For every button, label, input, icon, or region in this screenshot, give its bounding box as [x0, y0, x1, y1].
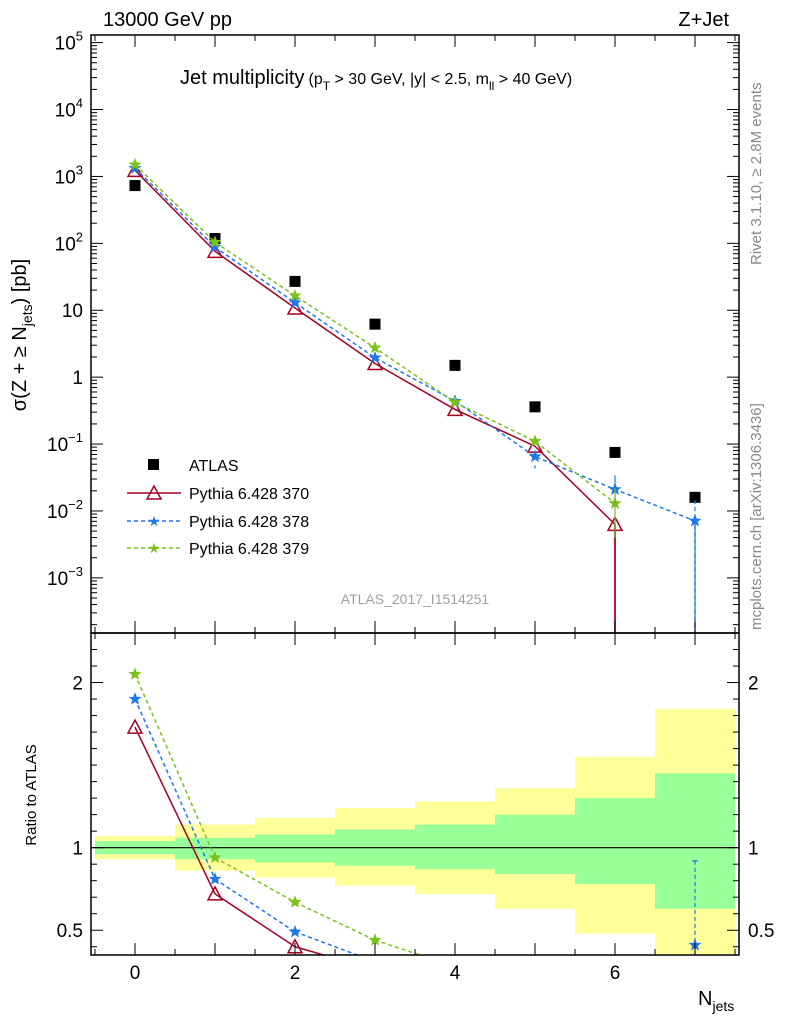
ratio-line-379 — [374, 939, 421, 956]
atlas-point — [129, 180, 141, 192]
ratio-line-379 — [214, 856, 296, 903]
legend-label-370: Pythia 6.428 370 — [189, 486, 309, 503]
atlas-point — [369, 318, 381, 330]
legend-marker-atlas — [148, 459, 159, 470]
ratio-line-370 — [214, 893, 296, 948]
point-370 — [446, 400, 464, 417]
xlabel-sub: jets — [711, 998, 734, 1014]
ratio-point-379 — [208, 850, 222, 864]
analysis-label: ATLAS_2017_I1514251 — [341, 591, 490, 607]
point-378 — [208, 240, 222, 253]
y-tick-label: 104 — [55, 96, 83, 122]
ratio-point-379 — [128, 667, 142, 680]
ratio-point-378 — [208, 872, 222, 885]
atlas-point — [449, 359, 461, 371]
ratio-y-tick-label: 0.5 — [57, 921, 83, 942]
y-tick-label: 10−1 — [47, 430, 83, 456]
x-tick-label: 0 — [130, 963, 141, 984]
ratio-line-370 — [134, 726, 216, 895]
band-inner — [655, 773, 735, 909]
atlas-point — [689, 491, 701, 503]
top-panel-series — [126, 157, 702, 633]
mcplots-label: mcplots.cern.ch [arXiv:1306.3436] — [748, 403, 765, 630]
ratio-line-379 — [294, 901, 376, 941]
rivet-label: Rivet 3.1.10, ≥ 2.8M events — [748, 83, 765, 266]
band-inner — [495, 814, 575, 875]
ratio-line-378 — [134, 698, 216, 880]
y-tick-label: 10 — [62, 301, 83, 322]
ratio-ylabel: Ratio to ATLAS — [23, 744, 40, 845]
band-inner — [255, 834, 335, 863]
band-inner — [415, 824, 495, 870]
ratio-point-378 — [288, 925, 302, 938]
title-pt-sub: T — [323, 79, 331, 93]
legend-label-378: Pythia 6.428 378 — [189, 514, 309, 531]
series-line-378 — [134, 167, 696, 633]
y-tick-label: 1 — [72, 368, 83, 389]
ratio-point-378 — [128, 692, 142, 705]
title-main: Jet multiplicity — [180, 67, 304, 89]
legend-label-atlas: ATLAS — [189, 458, 239, 475]
x-tick-label: 6 — [610, 963, 621, 984]
point-379 — [528, 434, 542, 447]
atlas-point — [289, 275, 301, 287]
legend-label-379: Pythia 6.428 379 — [189, 541, 309, 558]
point-370 — [366, 354, 384, 371]
ratio-line-379 — [134, 673, 216, 858]
ratio-series — [126, 667, 702, 956]
ratio-point-379 — [368, 933, 382, 946]
point-370 — [126, 161, 144, 178]
point-379 — [128, 157, 142, 171]
point-378 — [288, 295, 302, 309]
ratio-y-tick-label-right: 0.5 — [748, 921, 774, 942]
title-cut-b: > 30 GeV, |y| < 2.5, m — [330, 71, 489, 88]
header-right: Z+Jet — [678, 9, 729, 31]
atlas-point — [609, 446, 621, 458]
title-cut-a: (p — [308, 71, 322, 88]
top-ylabel-b: ) [pb] — [9, 259, 31, 305]
header-left: 13000 GeV pp — [103, 9, 232, 31]
legend: ATLAS Pythia 6.428 370 ★ Pythia 6.428 37… — [127, 458, 309, 558]
legend-marker-378: ★ — [148, 513, 161, 529]
legend-marker-379: ★ — [148, 540, 161, 556]
top-ylabel-sub: jets — [19, 304, 35, 327]
ratio-y-tick-label-right: 1 — [748, 839, 759, 860]
y-tick-label: 103 — [55, 162, 83, 188]
y-tick-label: 105 — [55, 29, 83, 55]
x-tick-label: 4 — [450, 963, 461, 984]
ratio-point-370 — [126, 718, 144, 734]
ratio-y-tick-label: 1 — [72, 839, 83, 860]
ratio-line-378 — [214, 878, 296, 933]
x-tick-label: 2 — [290, 963, 301, 984]
title-m-sub: ll — [489, 79, 494, 93]
y-tick-label: 10−2 — [47, 497, 83, 523]
ratio-bands — [91, 708, 739, 955]
ratio-y-tick-label-right: 2 — [748, 674, 759, 695]
band-inner — [575, 798, 655, 884]
series-line-370 — [134, 169, 616, 633]
point-379 — [208, 235, 222, 248]
xlabel-a: N — [698, 988, 712, 1010]
point-379 — [288, 288, 302, 302]
ratio-point-379 — [288, 895, 302, 908]
point-378 — [528, 449, 542, 463]
ratio-panel-axes: 2 2 1 1 0.5 0.5 0 2 4 6 — [57, 632, 774, 984]
point-379 — [368, 340, 382, 354]
xlabel: Njets — [698, 988, 734, 1014]
atlas-point — [529, 401, 541, 413]
top-ylabel-a: σ(Z + ≥ N — [9, 326, 31, 411]
point-379 — [448, 395, 462, 408]
ratio-y-tick-label: 2 — [72, 674, 83, 695]
y-tick-label: 102 — [55, 229, 83, 255]
ratio-line-378 — [294, 931, 358, 956]
y-tick-label: 10−3 — [47, 564, 83, 590]
top-ylabel: σ(Z + ≥ Njets) [pb] — [9, 259, 35, 411]
chart-title: Jet multiplicity (pT > 30 GeV, |y| < 2.5,… — [180, 67, 572, 93]
ratio-point-370 — [206, 885, 224, 901]
point-378 — [368, 350, 382, 364]
title-cut-c: > 40 GeV) — [494, 71, 572, 88]
legend-marker-370 — [145, 484, 163, 500]
